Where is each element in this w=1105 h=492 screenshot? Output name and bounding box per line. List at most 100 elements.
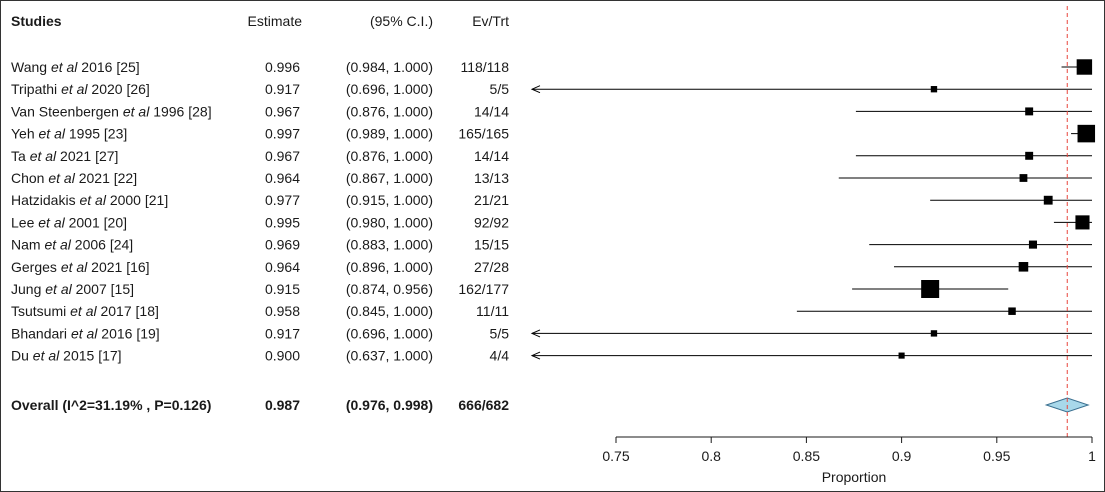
plot-area [530, 6, 1096, 437]
study-events: 15/15 [474, 237, 509, 253]
x-tick-label: 0.85 [793, 448, 820, 464]
study-author: Wang [11, 59, 51, 75]
study-events: 27/28 [474, 259, 509, 275]
study-events: 92/92 [474, 214, 509, 230]
study-ci: (0.876, 1.000) [346, 103, 433, 119]
point-estimate [930, 86, 938, 93]
study-author: Lee [11, 214, 38, 230]
x-tick-label: 1 [1088, 448, 1096, 464]
study-label: Bhandari et al 2016 [19] [11, 325, 160, 341]
study-author: Jung [11, 281, 45, 297]
study-ci: (0.915, 1.000) [346, 192, 433, 208]
study-author: Yeh [11, 126, 39, 142]
x-axis-title: Proportion [822, 469, 887, 485]
study-label: Chon et al 2021 [22] [11, 170, 137, 186]
study-row: Nam et al 2006 [24] 0.969 (0.883, 1.000) 15… [11, 237, 509, 253]
study-estimate: 0.917 [265, 81, 300, 97]
study-events: 14/14 [474, 103, 509, 119]
study-year-ref: 2015 [17] [59, 348, 121, 364]
study-etal: et al [30, 148, 57, 164]
study-author: Bhandari [11, 325, 71, 341]
study-events: 5/5 [490, 325, 510, 341]
study-ci: (0.696, 1.000) [346, 81, 433, 97]
study-label: Tsutsumi et al 2017 [18] [11, 303, 159, 319]
point-estimate [1028, 240, 1038, 249]
study-estimate: 0.996 [265, 59, 300, 75]
study-ci: (0.867, 1.000) [346, 170, 433, 186]
study-etal: et al [44, 237, 71, 253]
study-events: 118/118 [460, 59, 509, 75]
ci-arrow [530, 351, 541, 360]
x-axis: 0.75 0.8 0.85 0.9 0.95 1 Proportion [602, 436, 1096, 485]
overall-row: Overall (I^2=31.19% , P=0.126) 0.987 (0.97… [11, 397, 509, 413]
study-label: Wang et al 2016 [25] [11, 59, 140, 75]
study-ci: (0.980, 1.000) [346, 214, 433, 230]
study-events: 4/4 [490, 348, 510, 364]
ci-arrow [530, 85, 541, 94]
study-author: Tsutsumi [11, 303, 70, 319]
study-etal: et al [61, 259, 88, 275]
study-year-ref: 2006 [24] [71, 237, 133, 253]
study-row: Ta et al 2021 [27] 0.967 (0.876, 1.000) 14/… [11, 148, 509, 164]
study-row: Yeh et al 1995 [23] 0.997 (0.989, 1.000) 16… [11, 126, 509, 142]
study-ci: (0.984, 1.000) [346, 59, 433, 75]
x-tick-label: 0.9 [892, 448, 912, 464]
study-etal: et al [79, 192, 106, 208]
study-estimate: 0.964 [265, 259, 300, 275]
header-ci: (95% C.I.) [370, 13, 433, 29]
study-label: Van Steenbergen et al 1996 [28] [11, 103, 212, 119]
x-tick-label: 0.95 [983, 448, 1010, 464]
point-estimate [921, 280, 940, 298]
study-year-ref: 2021 [27] [56, 148, 118, 164]
study-events: 13/13 [474, 170, 509, 186]
study-ci: (0.874, 0.956) [346, 281, 433, 297]
study-year-ref: 1996 [28] [149, 103, 211, 119]
study-author: Gerges [11, 259, 61, 275]
study-events: 5/5 [490, 81, 510, 97]
study-label: Gerges et al 2021 [16] [11, 259, 150, 275]
study-row: Tsutsumi et al 2017 [18] 0.958 (0.845, 1.0… [11, 303, 509, 319]
point-estimate [1018, 262, 1029, 272]
study-year-ref: 2016 [25] [77, 59, 139, 75]
point-estimate [1075, 215, 1090, 230]
study-estimate: 0.917 [265, 325, 300, 341]
study-author: Chon [11, 170, 48, 186]
point-estimate [1008, 307, 1016, 315]
study-etal: et al [51, 59, 78, 75]
study-author: Nam [11, 237, 44, 253]
study-year-ref: 2007 [15] [72, 281, 134, 297]
x-tick-label: 0.8 [701, 448, 721, 464]
study-row: Jung et al 2007 [15] 0.915 (0.874, 0.956) 1… [11, 281, 509, 297]
header-events: Ev/Trt [472, 13, 509, 29]
study-year-ref: 2021 [22] [75, 170, 137, 186]
header-estimate: Estimate [248, 13, 303, 29]
study-etal: et al [61, 81, 88, 97]
study-label: Hatzidakis et al 2000 [21] [11, 192, 168, 208]
study-year-ref: 2017 [18] [97, 303, 159, 319]
study-ci: (0.883, 1.000) [346, 237, 433, 253]
overall-estimate: 0.987 [265, 397, 300, 413]
study-label: Yeh et al 1995 [23] [11, 126, 127, 142]
study-author: Van Steenbergen [11, 103, 123, 119]
study-year-ref: 2001 [20] [65, 214, 127, 230]
study-ci: (0.696, 1.000) [346, 325, 433, 341]
study-etal: et al [38, 214, 65, 230]
study-row: Gerges et al 2021 [16] 0.964 (0.896, 1.000… [11, 259, 509, 275]
point-estimate [1025, 151, 1034, 160]
study-ci: (0.876, 1.000) [346, 148, 433, 164]
study-estimate: 0.977 [265, 192, 300, 208]
study-row: Chon et al 2021 [22] 0.964 (0.867, 1.000) 1… [11, 170, 509, 186]
point-estimate [1076, 59, 1093, 75]
study-label: Ta et al 2021 [27] [11, 148, 118, 164]
study-estimate: 0.900 [265, 348, 300, 364]
study-row: Hatzidakis et al 2000 [21] 0.977 (0.915, 1… [11, 192, 509, 208]
study-year-ref: 1995 [23] [65, 126, 127, 142]
study-label: Du et al 2015 [17] [11, 348, 122, 364]
point-estimate [1025, 107, 1034, 116]
study-row: Bhandari et al 2016 [19] 0.917 (0.696, 1.0… [11, 325, 509, 341]
point-estimate [898, 352, 905, 359]
study-author: Du [11, 348, 33, 364]
study-estimate: 0.958 [265, 303, 300, 319]
overall-ci: (0.976, 0.998) [346, 397, 433, 413]
